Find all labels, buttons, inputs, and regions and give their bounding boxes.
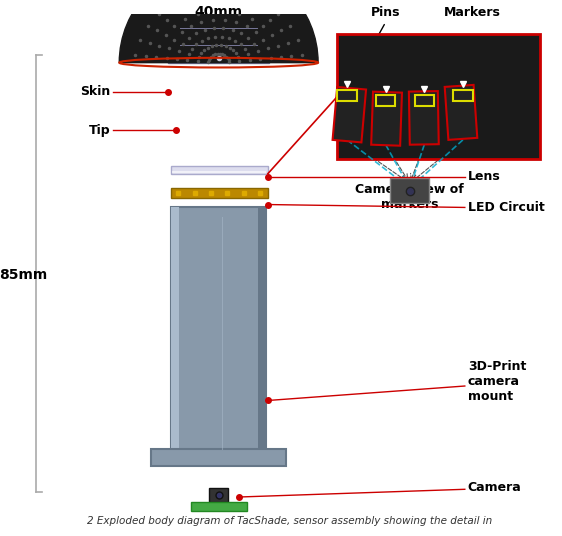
Bar [176,12,261,55]
Bar [337,34,540,159]
Bar [371,92,402,146]
Bar [209,488,228,502]
FancyBboxPatch shape [151,449,286,466]
Bar [415,94,434,106]
Bar [391,178,429,203]
Bar [171,166,268,174]
Text: Tip: Tip [89,124,111,137]
Text: Camera: Camera [468,481,522,494]
Bar [171,207,179,458]
Bar [171,188,268,198]
FancyBboxPatch shape [169,5,269,63]
Text: Markers: Markers [444,6,501,19]
Text: Lens: Lens [468,170,501,183]
Text: LED Circuit: LED Circuit [468,201,545,214]
Bar [453,90,473,101]
Bar [259,207,266,458]
Text: Skin: Skin [80,85,111,98]
Text: 40mm: 40mm [194,5,243,19]
Bar [337,90,357,101]
Wedge shape [119,0,318,63]
Bar [445,85,477,140]
Text: 2 Exploded body diagram of TacShade, sensor assembly showing the detail in: 2 Exploded body diagram of TacShade, sen… [88,516,493,526]
Bar [191,502,247,511]
Text: 3D-Print
camera
mount: 3D-Print camera mount [468,360,526,403]
Bar [376,94,395,106]
Text: 85mm: 85mm [0,268,48,282]
Text: Camera view of
markers: Camera view of markers [355,183,464,211]
FancyBboxPatch shape [171,207,266,458]
Bar [409,91,439,145]
Bar [333,87,366,143]
Text: Pins: Pins [371,6,400,19]
